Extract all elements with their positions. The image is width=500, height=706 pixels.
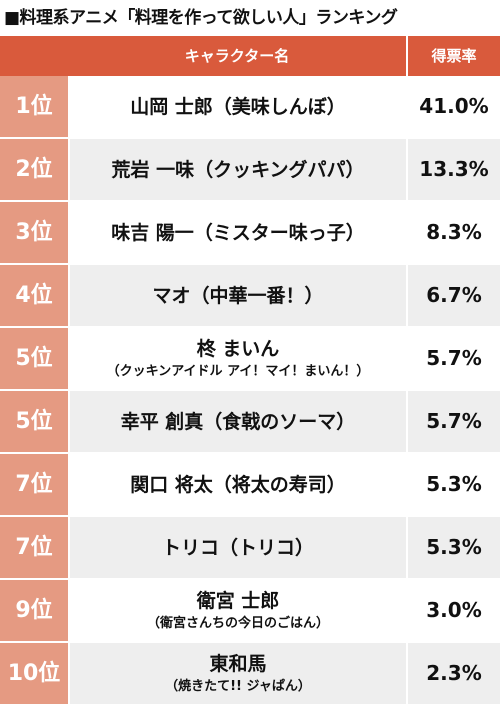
rank-cell: 7位	[0, 454, 70, 515]
character-name: 荒岩 一味（クッキングパパ）	[111, 158, 365, 181]
ranking-table: キャラクター名 得票率 1位 山岡 士郎（美味しんぼ） 41.0% 2位 荒岩 …	[0, 36, 500, 706]
character-name: マオ（中華一番！）	[152, 284, 324, 307]
table-row: 1位 山岡 士郎（美味しんぼ） 41.0%	[0, 76, 500, 139]
character-cell: 味吉 陽一（ミスター味っ子）	[70, 202, 406, 263]
character-cell: マオ（中華一番！）	[70, 265, 406, 326]
character-name: 幸平 創真（食戟のソーマ）	[120, 410, 356, 433]
character-name: 衛宮 士郎	[196, 589, 280, 612]
table-row: 3位 味吉 陽一（ミスター味っ子） 8.3%	[0, 202, 500, 265]
percent-cell: 5.3%	[406, 517, 500, 578]
percent-cell: 41.0%	[406, 76, 500, 137]
table-rows: 1位 山岡 士郎（美味しんぼ） 41.0% 2位 荒岩 一味（クッキングパパ） …	[0, 76, 500, 706]
character-name: 山岡 士郎（美味しんぼ）	[130, 95, 346, 118]
percent-cell: 3.0%	[406, 580, 500, 641]
table-row: 4位 マオ（中華一番！） 6.7%	[0, 265, 500, 328]
character-name: 東和馬	[209, 652, 267, 675]
rank-cell: 10位	[0, 643, 70, 704]
rank-cell: 9位	[0, 580, 70, 641]
table-row: 5位 柊 まいん （クッキンアイドル アイ！マイ！まいん！） 5.7%	[0, 328, 500, 391]
character-name: 関口 将太（将太の寿司）	[130, 473, 346, 496]
table-row: 2位 荒岩 一味（クッキングパパ） 13.3%	[0, 139, 500, 202]
rank-cell: 1位	[0, 76, 70, 137]
character-cell: 柊 まいん （クッキンアイドル アイ！マイ！まいん！）	[70, 328, 406, 389]
percent-cell: 5.7%	[406, 328, 500, 389]
percent-cell: 6.7%	[406, 265, 500, 326]
table-row: 7位 関口 将太（将太の寿司） 5.3%	[0, 454, 500, 517]
rank-cell: 4位	[0, 265, 70, 326]
character-series: （衛宮さんちの今日のごはん）	[146, 615, 329, 631]
page-title: ■料理系アニメ「料理を作って欲しい人」ランキング	[4, 8, 398, 28]
percent-cell: 13.3%	[406, 139, 500, 200]
character-cell: 関口 将太（将太の寿司）	[70, 454, 406, 515]
percent-cell: 8.3%	[406, 202, 500, 263]
character-cell: 東和馬 （焼きたて!! ジャぱん）	[70, 643, 406, 704]
rank-cell: 2位	[0, 139, 70, 200]
rank-cell: 3位	[0, 202, 70, 263]
character-cell: 衛宮 士郎 （衛宮さんちの今日のごはん）	[70, 580, 406, 641]
percent-cell: 2.3%	[406, 643, 500, 704]
table-row: 9位 衛宮 士郎 （衛宮さんちの今日のごはん） 3.0%	[0, 580, 500, 643]
character-series: （焼きたて!! ジャぱん）	[165, 678, 311, 694]
percent-cell: 5.7%	[406, 391, 500, 452]
table-header: キャラクター名 得票率	[0, 36, 500, 76]
character-cell: 山岡 士郎（美味しんぼ）	[70, 76, 406, 137]
character-cell: 幸平 創真（食戟のソーマ）	[70, 391, 406, 452]
character-series: （クッキンアイドル アイ！マイ！まいん！）	[106, 363, 370, 379]
header-character-name: キャラクター名	[184, 47, 290, 65]
table-row: 10位 東和馬 （焼きたて!! ジャぱん） 2.3%	[0, 643, 500, 706]
rank-cell: 7位	[0, 517, 70, 578]
character-cell: 荒岩 一味（クッキングパパ）	[70, 139, 406, 200]
character-name: 柊 まいん	[196, 337, 280, 360]
character-cell: トリコ（トリコ）	[70, 517, 406, 578]
character-name: トリコ（トリコ）	[161, 536, 314, 559]
rank-cell: 5位	[0, 328, 70, 389]
table-row: 7位 トリコ（トリコ） 5.3%	[0, 517, 500, 580]
table-row: 5位 幸平 創真（食戟のソーマ） 5.7%	[0, 391, 500, 454]
character-name: 味吉 陽一（ミスター味っ子）	[111, 221, 365, 244]
percent-cell: 5.3%	[406, 454, 500, 515]
header-vote-percent: 得票率	[406, 36, 500, 76]
rank-cell: 5位	[0, 391, 70, 452]
